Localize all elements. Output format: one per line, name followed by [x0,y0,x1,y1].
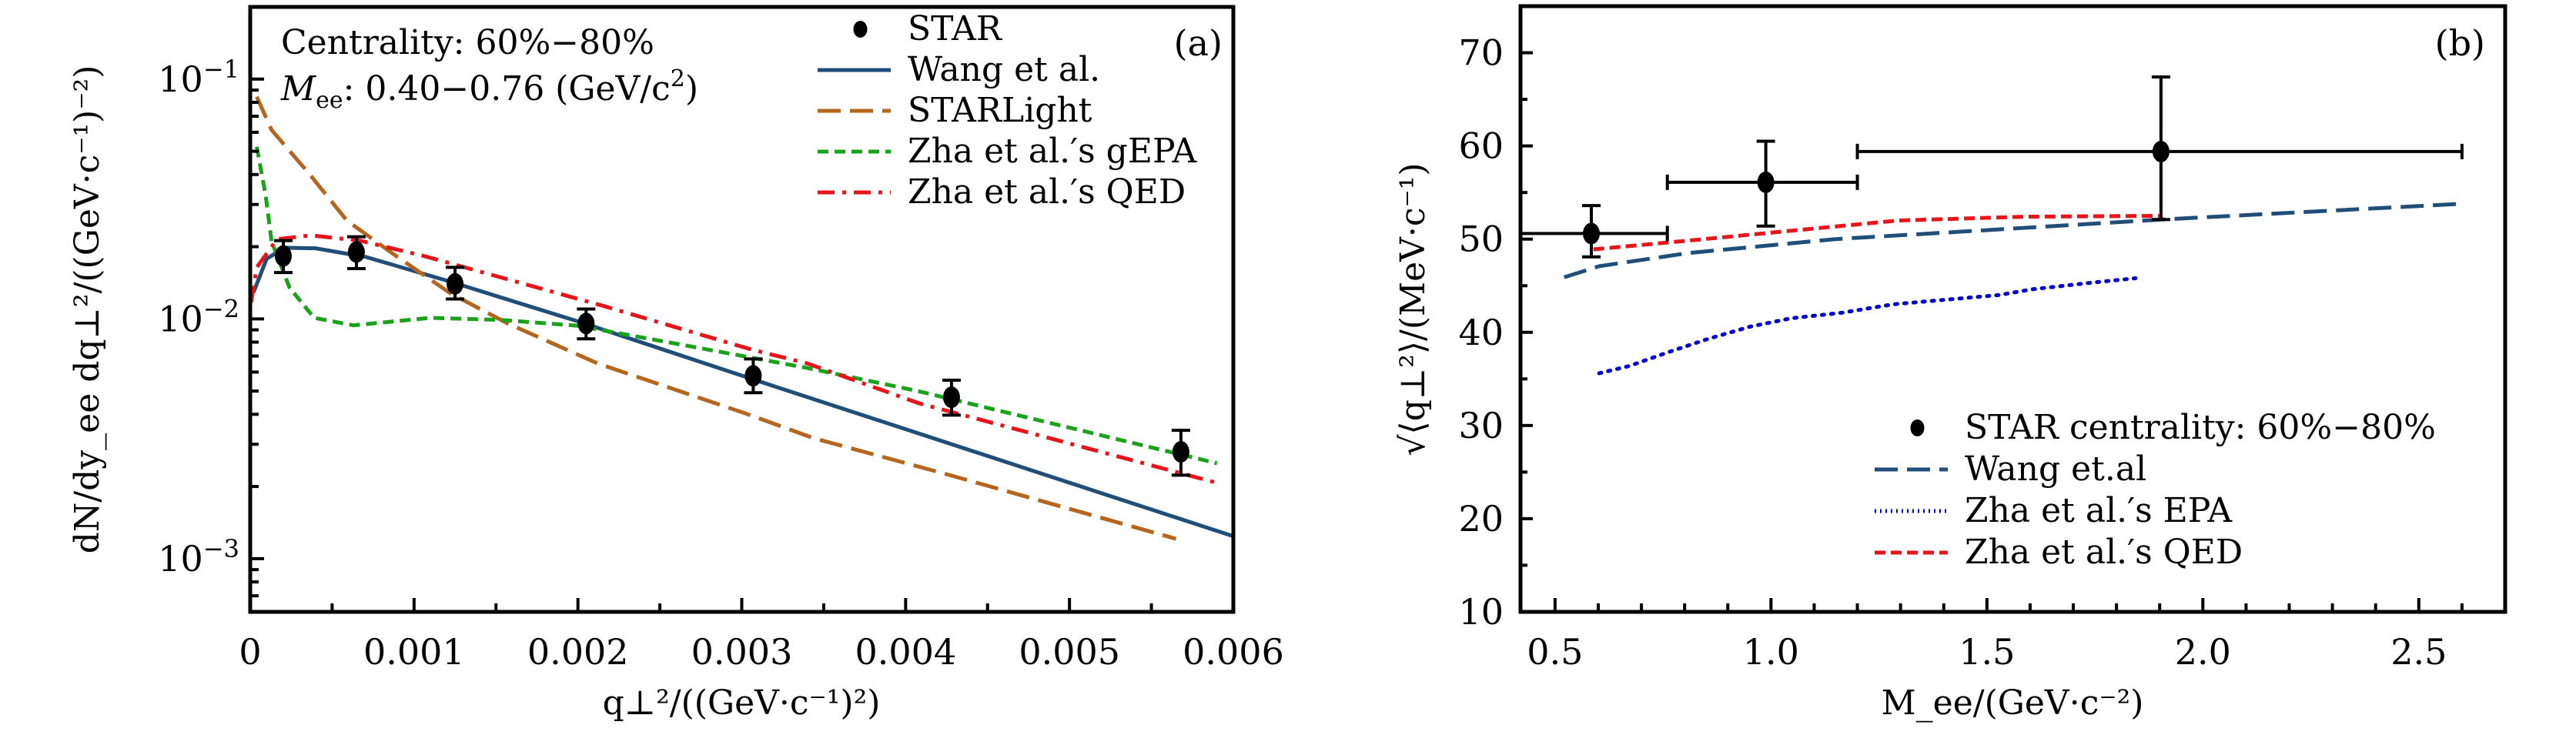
data-marker [447,272,464,295]
data-marker [347,241,365,263]
data-marker [942,386,960,409]
data-marker [1582,222,1600,245]
series-line-wang-et-al [251,246,1233,539]
x-tick-label: 0.003 [691,631,793,673]
x-tick-label: 1.5 [1959,631,2015,673]
y-tick-label: 30 [1458,405,1504,446]
legend-label: Wang et.al [1965,449,2146,489]
y-tick-label: 10 [1458,591,1504,633]
data-point [1855,75,2464,222]
data-point [346,235,366,271]
x-tick-label: 0.001 [363,631,465,673]
y-tick-exponent: −2 [203,294,239,323]
legend-item-zha-et-al-s-gepa: Zha et al.′s gEPA [818,132,1198,171]
y-tick-exponent: −1 [203,55,239,84]
x-tick-label: 0.002 [527,631,629,673]
legend-label: Zha et al.′s QED [908,172,1186,212]
data-marker [2152,140,2170,162]
series-line-zha-et-al-s-qed [250,233,1218,485]
legend-label: Zha et al.′s QED [1965,533,2243,572]
annotation-mass-symbol: M [280,69,316,109]
data-marker [274,245,292,267]
data-marker [1172,441,1189,463]
data-point [446,266,465,301]
legend-label: STAR centrality: 60%−80% [1965,408,2436,447]
data-point [1665,139,1859,228]
y-tick-exponent: −3 [203,534,239,563]
legend-label: Zha et al.′s gEPA [908,132,1198,171]
y-tick-base: 10 [158,58,203,100]
series-line-zha-et-al-s-qed [1593,213,2161,252]
panel-a-xlabel: q⊥²/((GeV·c⁻¹)²) [603,683,881,723]
data-marker [744,365,762,387]
legend-marker [1910,419,1925,436]
legend-label: STARLight [908,91,1092,130]
panel-b-marks [1521,75,2464,376]
annotation-mass-range: Mee: 0.40−0.76 (GeV/c2) [280,65,698,114]
y-tick-label: 10−2 [158,294,239,339]
series-line-zha-et-al-s-gepa [255,146,1218,466]
panel-b-frame [1518,4,2507,614]
y-tick-label: 70 [1458,32,1504,74]
legend-label: Zha et al.′s EPA [1965,491,2233,530]
legend-item-zha-et-al-s-qed: Zha et al.′s QED [818,172,1186,212]
x-tick-label: 0.005 [1019,631,1120,673]
series-line-zha-et-al-s-epa [1597,276,2138,376]
annotation-mass-close: ) [685,69,698,109]
legend-item-star-centrality-60-80: STAR centrality: 60%−80% [1910,408,2436,447]
legend-item-wang-et-al: Wang et al. [818,50,1100,89]
panel-b-xlabel: M_ee/(GeV·c⁻²) [1882,683,2144,723]
annotation-mass-sub: ee [316,87,343,114]
annotation-mass-sup: 2 [671,65,685,92]
panel-a-label: (a) [1174,22,1223,64]
panel-a-ylabel: dN/dy_ee dq⊥²/((GeV·c⁻¹)⁻²) [68,65,107,554]
legend-label: Wang et al. [908,50,1100,89]
y-tick-label: 50 [1458,219,1504,260]
x-tick-label: 1.0 [1743,631,1799,673]
plot-area [250,95,1233,541]
y-tick-base: 10 [158,538,203,580]
legend-item-starlight: STARLight [818,91,1092,130]
panel-a-marks [250,95,1233,541]
data-point [1171,429,1190,477]
series-line-starlight [255,95,1177,541]
legend-item-wang-et-al: Wang et.al [1875,449,2146,489]
x-tick-label: 0.5 [1527,631,1583,673]
x-tick-label: 2.0 [2175,631,2231,673]
panel-b-ylabel: √⟨q⊥²⟩/(MeV·c⁻¹) [1393,162,1433,456]
panel-b-ticks: 0.5 1.0 1.5 2.0 2.5 10 20 30 40 50 60 70 [1458,5,2507,673]
panel-b: 0.5 1.0 1.5 2.0 2.5 10 20 30 40 50 60 70 (b) STAR c… [1393,4,2507,723]
y-tick-label: 20 [1458,498,1504,540]
data-point [744,357,763,395]
annotation-centrality: Centrality: 60%−80% [281,23,654,62]
y-tick-label: 40 [1458,312,1504,353]
x-tick-label: 2.5 [2390,631,2447,673]
data-marker [1757,171,1775,193]
y-tick-label: 10−3 [158,534,239,580]
data-point [273,239,293,275]
data-marker [577,312,595,335]
x-tick-label: 0.006 [1183,631,1284,673]
data-point [942,378,961,417]
panel-b-label: (b) [2435,22,2485,64]
legend-item-zha-et-al-s-epa: Zha et al.′s EPA [1875,491,2233,530]
annotation-mass-text: : 0.40−0.76 (GeV/c [343,69,671,109]
y-tick-label: 10−1 [158,55,239,100]
panel-a-ticks: 0 0.001 0.002 0.003 0.004 0.005 0.00610−310−21… [158,5,1284,673]
x-tick-label: 0.004 [855,631,956,673]
plot-area [1521,75,2464,376]
data-point [1521,204,1669,259]
y-tick-base: 10 [158,298,203,339]
legend-item-zha-et-al-s-qed: Zha et al.′s QED [1875,533,2243,572]
y-tick-label: 60 [1458,125,1504,167]
legend-item-star: STAR [853,9,1003,48]
data-point [577,307,596,341]
legend-label: STAR [908,9,1003,48]
legend-marker [853,21,868,38]
panel-a: 0 0.001 0.002 0.003 0.004 0.005 0.00610−310−21… [68,5,1284,723]
x-tick-label: 0 [239,631,261,673]
